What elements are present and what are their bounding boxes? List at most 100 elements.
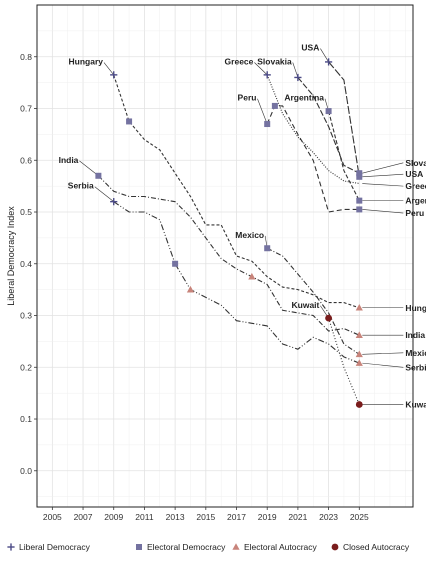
marker-kuwait (325, 314, 332, 322)
series-lines (98, 61, 360, 405)
series-markers (95, 58, 363, 408)
marker-peru (264, 121, 271, 128)
legend-marker-elec_aut (232, 543, 240, 550)
end-label-hungary: Hungary (405, 303, 426, 313)
legend-item-elec_aut: Electoral Autocracy (232, 542, 318, 552)
end-label-greece: Greece (405, 181, 426, 191)
end-label-usa: USA (405, 169, 423, 179)
start-label-connector-peru (257, 98, 268, 125)
marker-slovakia (294, 73, 302, 82)
y-tick-label: 0.7 (20, 104, 32, 114)
start-label-connector-greece (254, 62, 268, 76)
start-label-india: India (59, 155, 79, 165)
y-tick-label: 0.2 (20, 362, 32, 372)
y-tick-label: 0.5 (20, 207, 32, 217)
end-label-connector-slovakia (362, 162, 404, 174)
series-line-india (98, 175, 360, 336)
marker-mexico (355, 350, 363, 358)
x-tick-label: 2007 (74, 512, 93, 522)
start-label-connector-serbia (94, 186, 114, 202)
y-tick-label: 0.1 (20, 414, 32, 424)
legend-label-electoral: Electoral Democracy (147, 542, 226, 552)
start-label-slovakia: Slovakia (257, 57, 292, 67)
start-label-argentina: Argentina (284, 93, 324, 103)
legend-label-elec_aut: Electoral Autocracy (244, 542, 318, 552)
end-label-connector-peru (362, 209, 404, 214)
legend: Liberal Democracy Electoral Democracy Elec… (7, 542, 410, 552)
y-tick-label: 0.3 (20, 311, 32, 321)
start-label-connector-slovakia (292, 62, 299, 78)
panel-border (36, 4, 414, 508)
end-label-argentina: Argentina (405, 196, 426, 206)
start-label-connector-hungary (103, 62, 114, 76)
y-tick-label: 0.0 (20, 466, 32, 476)
y-axis-title: Liberal Democracy Index (6, 206, 16, 306)
legend-item-closed_aut: Closed Autocracy (331, 542, 410, 552)
series-line-mexico (266, 247, 360, 355)
marker-usa (356, 173, 363, 180)
label-connectors (79, 48, 404, 405)
x-tick-label: 2017 (227, 512, 246, 522)
marker-argentina (325, 108, 332, 115)
start-label-kuwait: Kuwait (292, 300, 320, 310)
marker-usa (324, 58, 333, 66)
series-line-argentina (328, 110, 360, 201)
series-line-kuwait (328, 317, 360, 405)
marker-serbia (355, 359, 363, 366)
grid (37, 5, 413, 507)
marker-india (355, 331, 363, 338)
legend-item-liberal: Liberal Democracy (7, 542, 91, 552)
y-axis-ticks: 0.0 0.1 0.2 0.3 0.4 0.5 0.6 0.7 0.8 (20, 52, 37, 476)
x-tick-label: 2019 (258, 512, 277, 522)
legend-marker-closed_aut (331, 543, 339, 551)
start-label-mexico: Mexico (235, 230, 264, 240)
x-tick-label: 2021 (288, 512, 307, 522)
start-label-usa: USA (301, 43, 319, 53)
end-label-kuwait: Kuwait (405, 400, 426, 410)
marker-serbia (110, 198, 118, 206)
end-label-connector-usa (362, 173, 404, 178)
x-tick-label: 2011 (135, 512, 154, 522)
start-label-hungary: Hungary (69, 57, 104, 67)
series-line-slovakia (297, 77, 360, 174)
end-label-serbia: Serbia (405, 362, 426, 372)
end-label-connector-mexico (362, 352, 404, 355)
series-line-hungary (113, 74, 360, 309)
series-labels: Hungary Hungary India India Serbia Serbia Mexi… (59, 43, 426, 410)
x-axis-ticks: 2005 2007 2009 2011 2013 2015 2017 2019 2021 2023… (43, 507, 369, 522)
legend-marker-electoral (136, 544, 142, 550)
legend-marker-liberal (7, 543, 15, 551)
marker-kuwait (355, 401, 363, 408)
marker-hungary (126, 118, 133, 125)
x-tick-label: 2005 (43, 512, 62, 522)
marker-mexico (264, 245, 271, 252)
marker-hungary (355, 303, 363, 311)
end-label-mexico: Mexico (405, 348, 426, 358)
series-line-serbia (113, 201, 360, 364)
start-label-connector-usa (320, 48, 329, 63)
marker-peru (356, 206, 363, 213)
marker-serbia (186, 285, 195, 293)
start-label-serbia: Serbia (68, 181, 94, 191)
x-tick-label: 2025 (350, 512, 369, 522)
legend-item-electoral: Electoral Democracy (136, 542, 226, 552)
marker-slovakia (356, 170, 363, 177)
x-tick-label: 2009 (104, 512, 123, 522)
end-label-peru: Peru (405, 208, 424, 218)
legend-label-liberal: Liberal Democracy (19, 542, 91, 552)
x-tick-label: 2015 (196, 512, 215, 522)
marker-serbia (172, 260, 179, 267)
y-tick-label: 0.8 (20, 52, 32, 62)
y-tick-label: 0.6 (20, 155, 32, 165)
x-tick-label: 2023 (319, 512, 338, 522)
marker-greece (263, 71, 271, 79)
start-label-greece: Greece (225, 57, 254, 67)
legend-label-closed_aut: Closed Autocracy (343, 542, 410, 552)
marker-hungary (110, 71, 118, 79)
start-label-peru: Peru (238, 93, 257, 103)
marker-peru (271, 102, 278, 109)
end-label-india: India (405, 330, 425, 340)
end-label-connector-serbia (362, 362, 404, 368)
